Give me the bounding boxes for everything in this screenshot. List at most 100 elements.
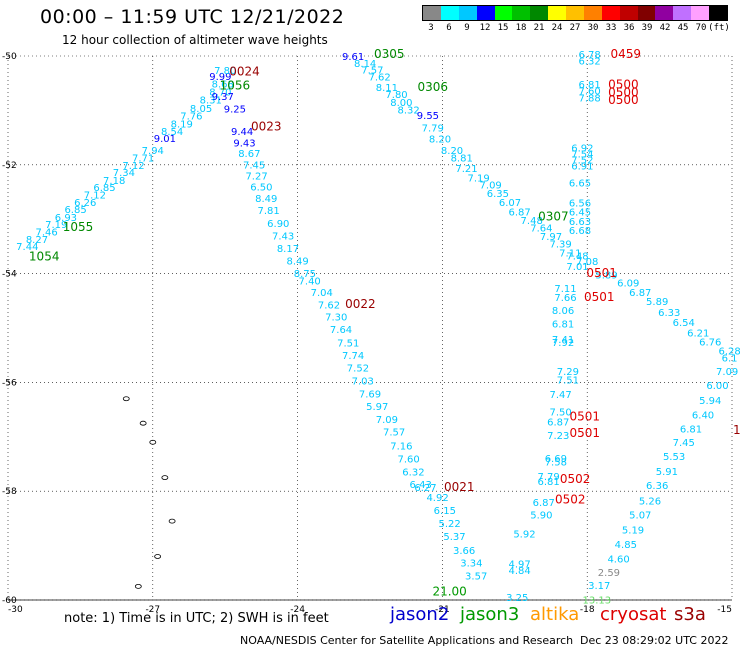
- wave-height-value: 7.54: [571, 150, 593, 161]
- wave-height-value: 7.58: [545, 458, 567, 469]
- legend-tick-label: 39: [641, 23, 653, 33]
- wave-height-value: 6.27: [414, 483, 436, 494]
- legend-swatch: [566, 6, 584, 20]
- wave-height-value: 7.45: [243, 161, 265, 172]
- pass-time-label: 0502: [560, 472, 591, 486]
- wave-height-value: 5.22: [439, 519, 461, 530]
- wave-height-value: 6.07: [499, 198, 521, 209]
- legend-swatch: [530, 6, 549, 20]
- island-shape: [134, 584, 142, 589]
- wave-height-value: 7.18: [103, 176, 125, 187]
- pass-time-label: 0502: [555, 493, 586, 507]
- wave-height-value: 6.1: [722, 354, 738, 365]
- pass-time-label: 0500: [608, 93, 639, 107]
- mission-label-jason2: jason2: [390, 604, 450, 625]
- wave-height-value: 7.19: [45, 220, 67, 231]
- wave-height-value: 6.54: [673, 318, 695, 329]
- wave-height-value: 6.33: [658, 308, 680, 319]
- wave-height-value: 6.91: [571, 162, 593, 173]
- wave-height-value: 7.79: [422, 124, 444, 135]
- wave-height-value: 8.31: [200, 95, 222, 106]
- pass-time-label: 0459: [611, 47, 642, 61]
- wave-height-value: 7.60: [397, 454, 419, 465]
- island-shape: [168, 518, 176, 524]
- wave-height-value: 8.81: [451, 154, 473, 165]
- page-title: 00:00 – 11:59 UTC 12/21/2022: [40, 6, 345, 28]
- wave-height-value: 6.32: [402, 467, 424, 478]
- wave-height-value: 7.19: [467, 174, 489, 185]
- legend-swatch: [512, 6, 531, 20]
- wave-height-value: 7.47: [550, 390, 572, 401]
- legend-swatch: [458, 6, 477, 20]
- wave-height-value: 7.30: [325, 312, 347, 323]
- wave-height-value: 5.92: [513, 529, 535, 540]
- pass-time-label: 0501: [584, 290, 615, 304]
- wave-height-value: 7.94: [142, 146, 164, 157]
- wave-height-value: 7.64: [530, 224, 552, 235]
- pass-time-label: 1054: [29, 250, 60, 264]
- wave-height-value: 6.76: [699, 337, 721, 348]
- mission-label-cryosat: cryosat: [600, 604, 667, 625]
- wave-height-value: 5.53: [663, 452, 685, 463]
- wave-height-value: 7.57: [383, 428, 405, 439]
- wave-height-value: 8.11: [376, 83, 398, 94]
- island-shape: [149, 439, 157, 445]
- wave-height-value: 7.08: [576, 257, 598, 268]
- wave-height-value: 5.97: [366, 402, 388, 413]
- wave-height-value: 7.40: [299, 276, 321, 287]
- wave-height-value: 7.11: [554, 284, 576, 295]
- wave-height-value: 8.68: [212, 80, 234, 91]
- wave-height-value: 6.45: [569, 207, 591, 218]
- lat-tick-label: -54: [2, 270, 17, 280]
- wave-height-value: 8.54: [161, 127, 183, 138]
- wave-height-value: 5.37: [443, 532, 465, 543]
- legend-tick-label: 24: [551, 23, 563, 33]
- track-jason2: 6.786.326.817.607.886.927.547.526.916.65…: [506, 50, 601, 604]
- wave-height-value: 8.20: [441, 146, 463, 157]
- legend-swatch: [440, 6, 459, 20]
- issued-timestamp: Dec 23 08:29:02 UTC 2022: [580, 634, 729, 647]
- wave-height-value: 5.19: [622, 526, 644, 537]
- wave-height-value: 6.85: [64, 205, 86, 216]
- lat-tick-label: -56: [2, 378, 17, 388]
- page-subtitle: 12 hour collection of altimeter wave hei…: [62, 33, 328, 47]
- wave-height-value: 3.66: [453, 546, 475, 557]
- legend-swatch: [476, 6, 495, 20]
- wave-height-value: 9.61: [342, 52, 364, 63]
- wave-height-value: 7.51: [557, 375, 579, 386]
- lat-tick-label: -60: [2, 596, 17, 606]
- island-shape: [154, 554, 162, 559]
- wave-height-value: 7.45: [673, 438, 695, 449]
- wave-height-value: 7.74: [342, 351, 364, 362]
- wave-height-value: 8.67: [238, 149, 260, 160]
- wave-height-value: 8.32: [397, 106, 419, 117]
- lat-lon-grid: [7, 55, 733, 601]
- pass-time-label: 0500: [608, 78, 639, 92]
- wave-height-value: 9.99: [209, 72, 231, 83]
- legend-tick-label: 36: [623, 23, 635, 33]
- wave-height-value: 6.36: [646, 481, 668, 492]
- pass-time-label: 0500: [608, 85, 639, 99]
- pass-time-label: 0022: [345, 297, 376, 311]
- wave-height-value: 8.75: [294, 269, 316, 280]
- wave-height-value: 6.50: [250, 182, 272, 193]
- wave-height-value: 4.84: [508, 566, 530, 577]
- wave-height-value: 6.56: [569, 199, 591, 210]
- wave-height-value: 7.12: [122, 161, 144, 172]
- wave-height-value: 7.21: [455, 164, 477, 175]
- wave-height-value: 6.87: [547, 417, 569, 428]
- wave-height-value: 7.80: [214, 66, 236, 77]
- wave-height-value: 9.43: [233, 138, 255, 149]
- wave-height-value: 7.27: [245, 171, 267, 182]
- legend-swatch: [583, 6, 602, 20]
- wave-height-value: 7.09: [480, 181, 502, 192]
- track-jason2: 9.618.147.577.628.117.808.008.329.55 7.79…: [342, 52, 740, 358]
- legend-tick-label: 3: [428, 23, 434, 33]
- legend-tick-label: 42: [659, 23, 671, 33]
- pass-time-label: 21.00: [432, 585, 466, 599]
- wave-height-value: 8.05: [190, 104, 212, 115]
- legend-swatch: [709, 6, 727, 20]
- wave-height-value: 4.92: [426, 493, 448, 504]
